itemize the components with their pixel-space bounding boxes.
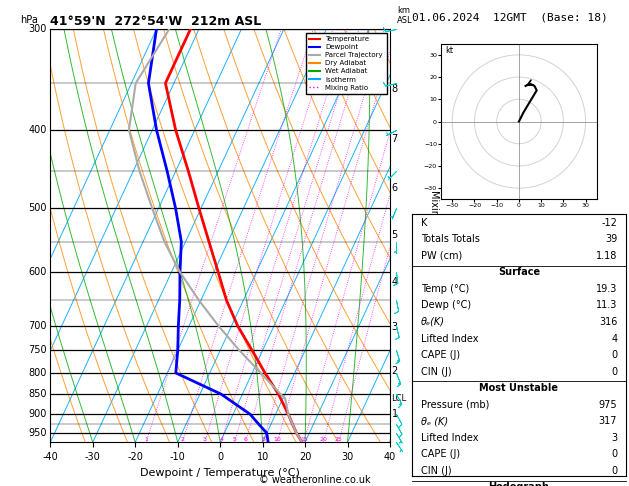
Text: Lifted Index: Lifted Index [421, 333, 478, 344]
Text: PW (cm): PW (cm) [421, 251, 462, 261]
Text: CAPE (J): CAPE (J) [421, 449, 460, 459]
Text: 400: 400 [28, 125, 47, 135]
Text: Most Unstable: Most Unstable [479, 383, 559, 393]
Text: 316: 316 [599, 317, 617, 327]
Text: 8: 8 [392, 84, 398, 94]
Text: 6: 6 [243, 437, 247, 442]
Text: Lifted Index: Lifted Index [421, 433, 478, 443]
Text: 01.06.2024  12GMT  (Base: 18): 01.06.2024 12GMT (Base: 18) [412, 12, 608, 22]
Text: θₑ (K): θₑ (K) [421, 416, 448, 426]
Text: CAPE (J): CAPE (J) [421, 350, 460, 360]
Text: 41°59'N  272°54'W  212m ASL: 41°59'N 272°54'W 212m ASL [50, 15, 262, 28]
Text: 800: 800 [28, 368, 47, 378]
Text: 600: 600 [28, 267, 47, 277]
Text: 7: 7 [392, 134, 398, 144]
Text: 10: 10 [274, 437, 281, 442]
Text: 4: 4 [220, 437, 223, 442]
Text: 1: 1 [144, 437, 148, 442]
Text: 975: 975 [599, 399, 617, 410]
Text: Hodograph: Hodograph [489, 482, 549, 486]
Text: -12: -12 [601, 218, 617, 228]
Text: θₑ(K): θₑ(K) [421, 317, 445, 327]
Text: 20: 20 [320, 437, 327, 442]
Text: 1: 1 [392, 409, 398, 419]
Text: 6: 6 [392, 183, 398, 193]
Text: CIN (J): CIN (J) [421, 366, 451, 377]
Text: 4: 4 [611, 333, 617, 344]
Text: 0: 0 [611, 466, 617, 476]
Text: 5: 5 [233, 437, 237, 442]
Text: 25: 25 [335, 437, 343, 442]
Text: 3: 3 [392, 322, 398, 331]
Text: 850: 850 [28, 389, 47, 399]
Text: Surface: Surface [498, 267, 540, 278]
Text: 15: 15 [300, 437, 308, 442]
Text: km
ASL: km ASL [397, 6, 413, 25]
Text: © weatheronline.co.uk: © weatheronline.co.uk [259, 475, 370, 485]
Text: 700: 700 [28, 321, 47, 331]
Text: 0: 0 [611, 350, 617, 360]
Text: K: K [421, 218, 427, 228]
Text: 8: 8 [261, 437, 265, 442]
Text: Dewp (°C): Dewp (°C) [421, 300, 470, 311]
X-axis label: Dewpoint / Temperature (°C): Dewpoint / Temperature (°C) [140, 468, 300, 478]
Text: 950: 950 [28, 428, 47, 438]
Text: Temp (°C): Temp (°C) [421, 284, 469, 294]
Text: CIN (J): CIN (J) [421, 466, 451, 476]
Legend: Temperature, Dewpoint, Parcel Trajectory, Dry Adiabat, Wet Adiabat, Isotherm, Mi: Temperature, Dewpoint, Parcel Trajectory… [306, 33, 386, 94]
Text: 3: 3 [611, 433, 617, 443]
Text: 3: 3 [203, 437, 207, 442]
Text: 2: 2 [181, 437, 184, 442]
Text: Pressure (mb): Pressure (mb) [421, 399, 489, 410]
Text: 300: 300 [28, 24, 47, 34]
Text: 750: 750 [28, 346, 47, 355]
Text: Mixing Ratio (g/kg): Mixing Ratio (g/kg) [429, 190, 439, 282]
Text: 317: 317 [599, 416, 617, 426]
Text: 11.3: 11.3 [596, 300, 617, 311]
Text: 1.18: 1.18 [596, 251, 617, 261]
Text: 500: 500 [28, 203, 47, 213]
Text: Totals Totals: Totals Totals [421, 234, 479, 244]
Text: 2: 2 [392, 366, 398, 376]
Text: kt: kt [445, 46, 454, 54]
Text: 4: 4 [392, 277, 398, 287]
Text: 0: 0 [611, 449, 617, 459]
Text: LCL: LCL [391, 394, 406, 403]
Text: 39: 39 [605, 234, 617, 244]
Text: 900: 900 [28, 409, 47, 419]
Text: hPa: hPa [19, 15, 38, 25]
Text: 5: 5 [392, 230, 398, 241]
Text: 19.3: 19.3 [596, 284, 617, 294]
Text: 0: 0 [611, 366, 617, 377]
